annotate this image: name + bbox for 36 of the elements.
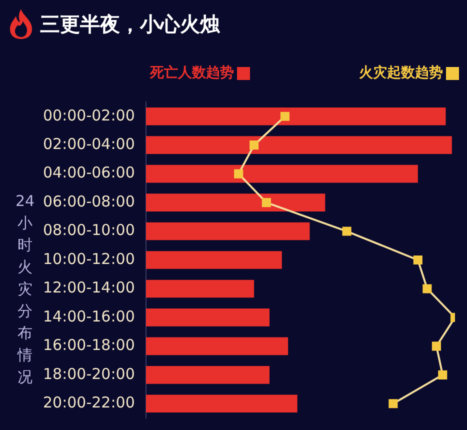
bar: [146, 251, 282, 269]
y-tick-label: 06:00-08:00: [42, 192, 135, 210]
y-tick-label: 02:00-04:00: [42, 134, 135, 153]
point: [388, 399, 398, 408]
point: [438, 370, 448, 380]
legend-label: 火灾起数趋势: [359, 64, 443, 82]
bar: [146, 280, 254, 298]
point: [250, 140, 259, 150]
bar: [146, 337, 288, 356]
y-tick-label: 12:00-14:00: [42, 278, 135, 297]
bar: [146, 107, 446, 126]
bar: [146, 136, 452, 154]
y-tick-label: 10:00-12:00: [42, 250, 135, 268]
y-tick-label: 04:00-06:00: [42, 164, 135, 182]
y-tick-label: 14:00-16:00: [42, 307, 135, 326]
bar: [146, 164, 418, 183]
y-tick-label: 20:00-22:00: [42, 394, 135, 412]
bar: [146, 308, 270, 326]
y-tick-label: 16:00-18:00: [42, 336, 135, 354]
y-tick-label: 18:00-20:00: [42, 364, 135, 383]
legend-label: 死亡人数趋势: [150, 64, 234, 82]
point: [413, 255, 422, 265]
bar: [146, 394, 298, 413]
y-tick-label: 08:00-10:00: [42, 221, 135, 240]
bar: [146, 194, 326, 212]
chart-title: 三更半夜，小心火烛: [40, 10, 220, 38]
y-tick-label: 00:00-02:00: [42, 106, 135, 124]
point: [234, 169, 244, 178]
text: 24小时火灾分布情况: [15, 192, 35, 386]
bar: [146, 222, 310, 240]
bar: [146, 366, 270, 384]
point: [342, 226, 352, 236]
point: [280, 112, 290, 121]
point: [432, 342, 441, 351]
point: [422, 284, 432, 294]
point: [262, 198, 271, 208]
